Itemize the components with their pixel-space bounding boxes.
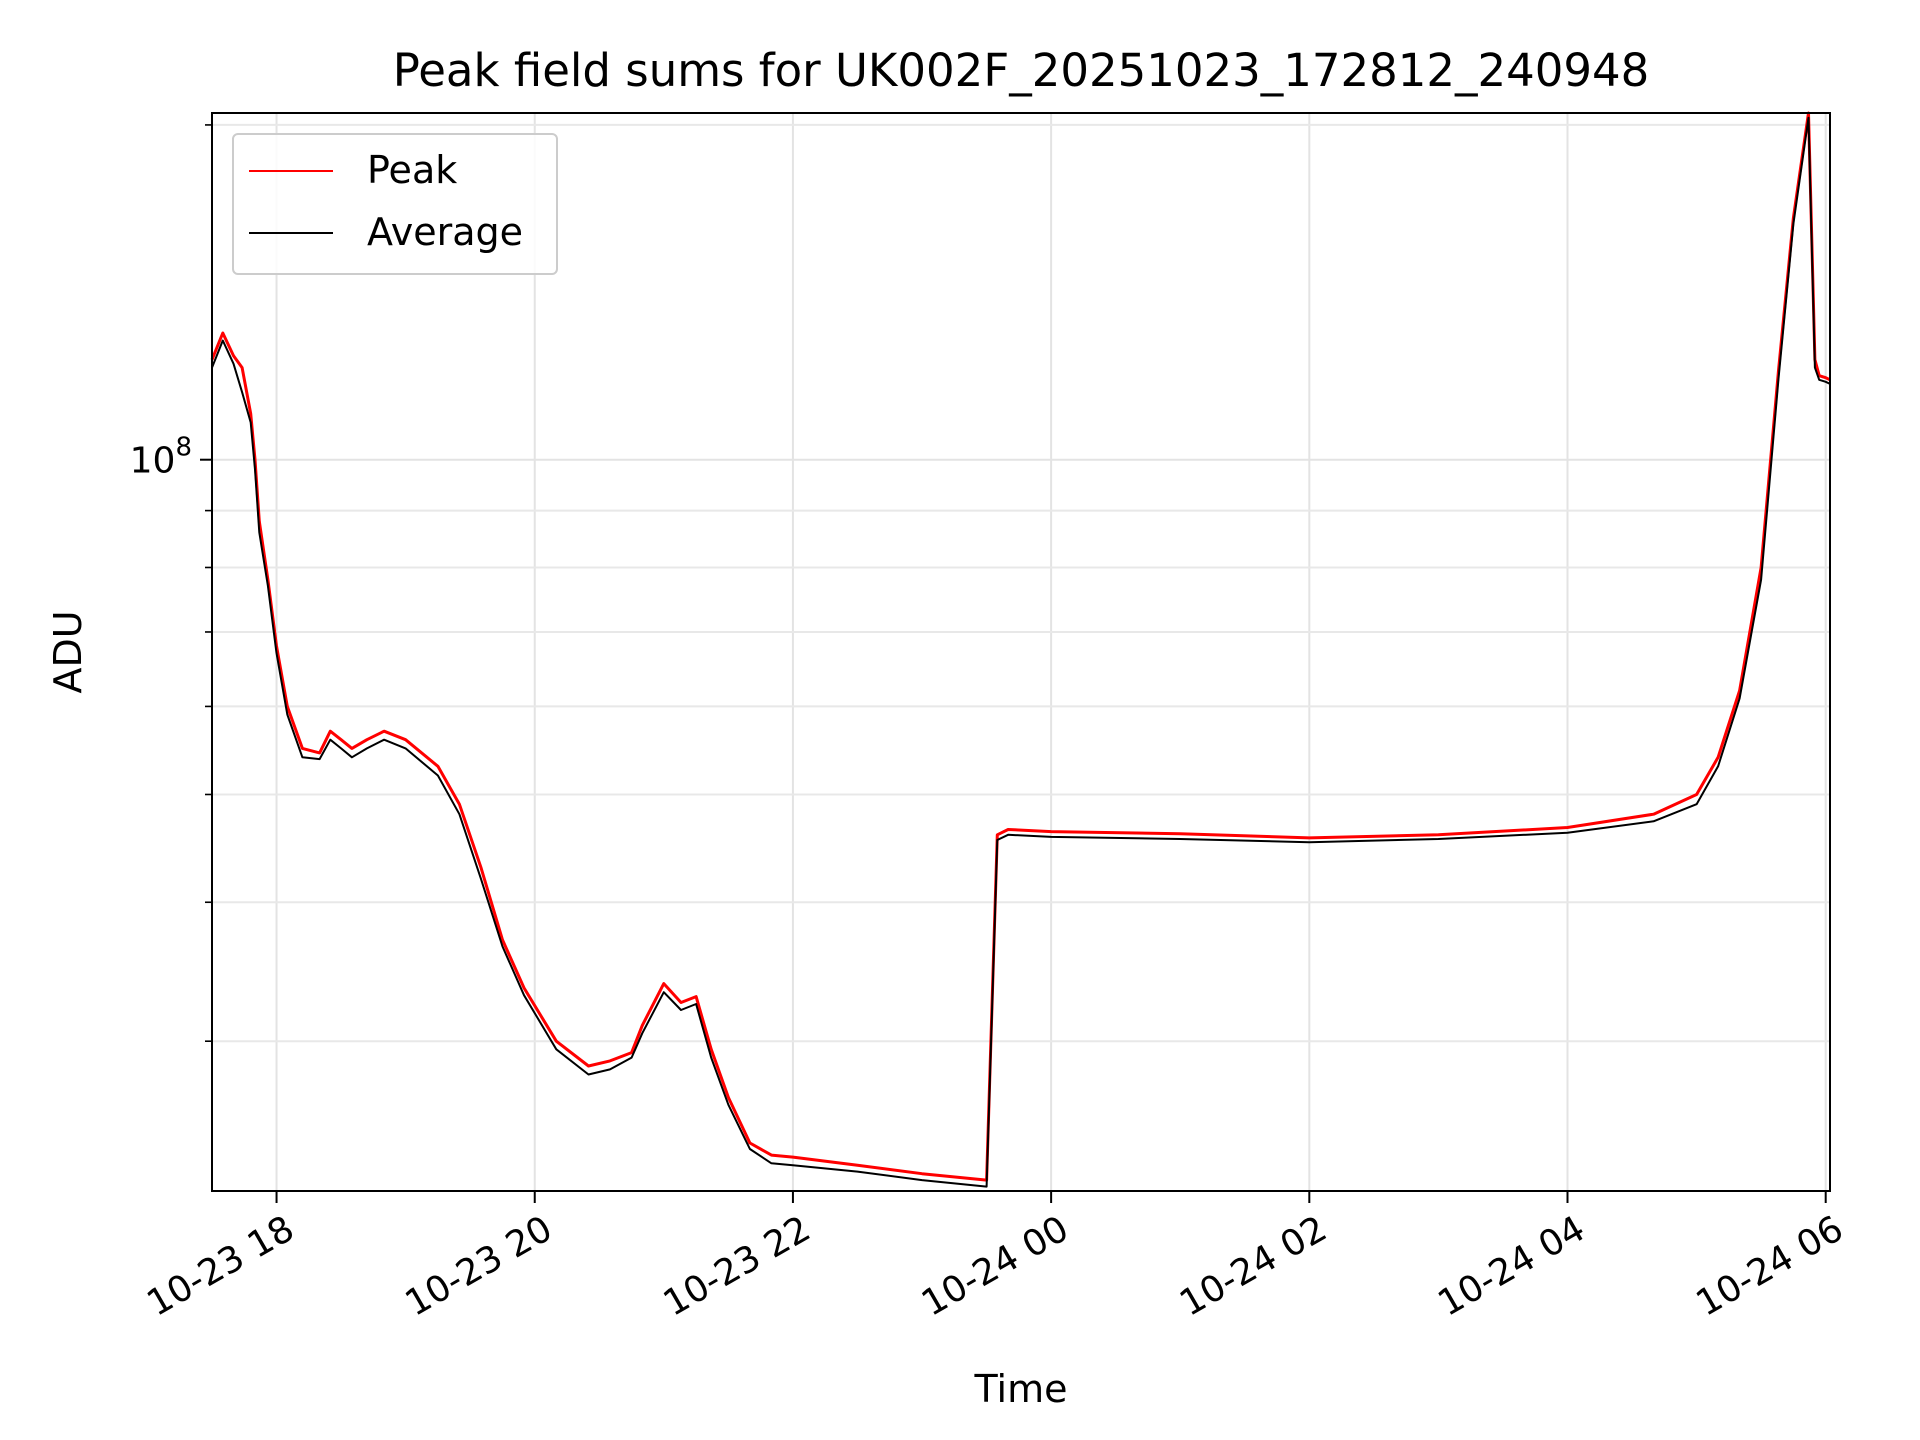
series-line-peak xyxy=(210,111,1831,1182)
grid-lines xyxy=(212,113,1830,1191)
legend-label-average: Average xyxy=(367,210,523,254)
legend: Peak Average xyxy=(232,133,558,275)
y-axis-label: ADU xyxy=(46,610,90,693)
series-line-average xyxy=(211,116,1831,1188)
legend-label-peak: Peak xyxy=(367,148,457,192)
y-tick-label: 108 xyxy=(130,433,192,482)
series-lines xyxy=(210,111,1831,1188)
x-axis-label: Time xyxy=(974,1367,1068,1411)
plot-frame xyxy=(211,112,1831,1192)
legend-box xyxy=(232,133,558,275)
chart-title: Peak field sums for UK002F_20251023_1728… xyxy=(393,44,1650,97)
